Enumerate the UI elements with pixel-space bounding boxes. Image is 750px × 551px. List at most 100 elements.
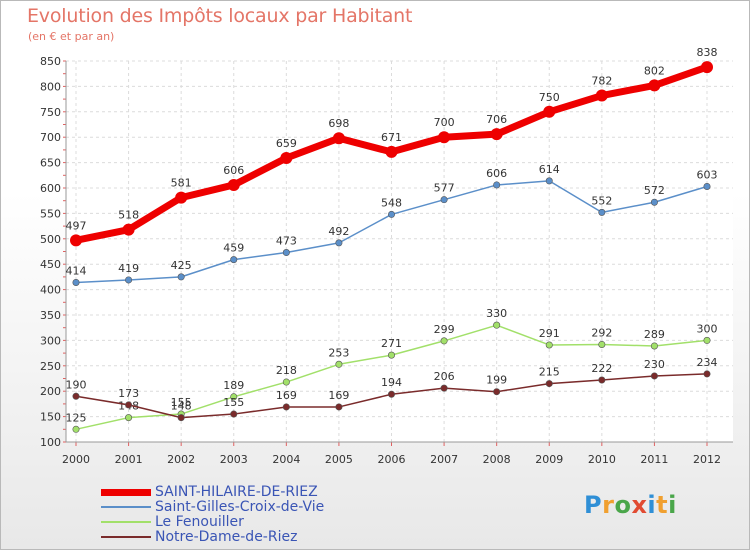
data-label: 706 [486, 113, 507, 126]
data-label: 518 [118, 209, 139, 222]
y-tick-label: 850 [40, 55, 61, 68]
y-tick-label: 150 [40, 411, 61, 424]
data-point [72, 278, 80, 286]
data-point [703, 182, 711, 190]
data-point [440, 337, 448, 345]
logo-letter: x [631, 491, 648, 519]
y-tick-label: 550 [40, 207, 61, 220]
data-label: 603 [697, 168, 718, 181]
y-tick-label: 650 [40, 157, 61, 170]
y-tick-label: 100 [40, 436, 61, 449]
data-point [227, 178, 240, 191]
data-point [335, 360, 343, 368]
data-label: 234 [697, 356, 718, 369]
data-point [230, 393, 238, 401]
data-label: 125 [66, 411, 87, 424]
data-label: 581 [171, 177, 192, 190]
data-point [387, 390, 395, 398]
data-label: 173 [118, 387, 139, 400]
data-point [125, 401, 133, 409]
data-label: 577 [434, 182, 455, 195]
y-tick-label: 500 [40, 233, 61, 246]
data-point [493, 321, 501, 329]
data-point [177, 414, 185, 422]
x-tick-label: 2004 [272, 453, 300, 466]
data-label: 299 [434, 323, 455, 336]
data-label: 497 [66, 219, 87, 232]
logo-letter: i [668, 491, 677, 519]
data-label: 271 [381, 337, 402, 350]
data-label: 606 [223, 164, 244, 177]
data-label: 614 [539, 163, 560, 176]
legend-swatch [101, 489, 151, 496]
data-label: 700 [434, 116, 455, 129]
data-label: 253 [328, 346, 349, 359]
data-label: 169 [276, 389, 297, 402]
data-point [650, 342, 658, 350]
data-point [438, 131, 451, 144]
y-tick-label: 350 [40, 309, 61, 322]
data-point [72, 392, 80, 400]
data-label: 419 [118, 262, 139, 275]
chart-title: Evolution des Impôts locaux par Habitant [27, 5, 413, 27]
data-label: 292 [591, 326, 612, 339]
data-point [598, 340, 606, 348]
proxiti-logo: Proxiti [584, 491, 677, 519]
y-tick-label: 250 [40, 360, 61, 373]
data-label: 300 [697, 322, 718, 335]
legend-label: Saint-Gilles-Croix-de-Vie [155, 499, 325, 515]
data-point [440, 384, 448, 392]
data-point [387, 351, 395, 359]
chart-subtitle: (en € et par an) [28, 30, 115, 43]
data-point [282, 249, 290, 257]
data-point [598, 208, 606, 216]
x-tick-label: 2007 [430, 453, 458, 466]
data-label: 750 [539, 91, 560, 104]
y-tick-label: 450 [40, 258, 61, 271]
data-point [598, 376, 606, 384]
x-tick-label: 2011 [640, 453, 668, 466]
data-point [650, 198, 658, 206]
data-label: 190 [66, 378, 87, 391]
x-tick-label: 2005 [325, 453, 353, 466]
data-point [125, 276, 133, 284]
data-label: 155 [171, 396, 192, 409]
x-tick-label: 2012 [693, 453, 721, 466]
legend-label: Notre-Dame-de-Riez [155, 529, 298, 545]
data-label: 189 [223, 379, 244, 392]
data-point [545, 380, 553, 388]
data-label: 838 [697, 46, 718, 59]
y-tick-label: 400 [40, 284, 61, 297]
data-label: 459 [223, 242, 244, 255]
data-label: 782 [591, 75, 612, 88]
x-tick-label: 2008 [483, 453, 511, 466]
legend-swatch [101, 506, 151, 508]
y-tick-label: 800 [40, 80, 61, 93]
y-tick-label: 300 [40, 334, 61, 347]
data-label: 289 [644, 328, 665, 341]
data-point [385, 145, 398, 158]
y-tick-label: 600 [40, 182, 61, 195]
data-label: 222 [591, 362, 612, 375]
data-label: 218 [276, 364, 297, 377]
data-label: 169 [328, 389, 349, 402]
data-label: 148 [171, 400, 192, 413]
logo-letter: i [647, 491, 657, 519]
data-point [543, 105, 556, 118]
data-point [545, 177, 553, 185]
legend-swatch [101, 536, 151, 538]
x-tick-label: 2003 [220, 453, 248, 466]
data-point [230, 410, 238, 418]
data-point [493, 388, 501, 396]
data-point [650, 372, 658, 380]
data-label: 199 [486, 374, 507, 387]
data-point [545, 341, 553, 349]
data-point [282, 403, 290, 411]
x-tick-label: 2009 [535, 453, 563, 466]
data-label: 802 [644, 64, 665, 77]
data-point [703, 336, 711, 344]
data-label: 291 [539, 327, 560, 340]
data-point [648, 79, 661, 92]
